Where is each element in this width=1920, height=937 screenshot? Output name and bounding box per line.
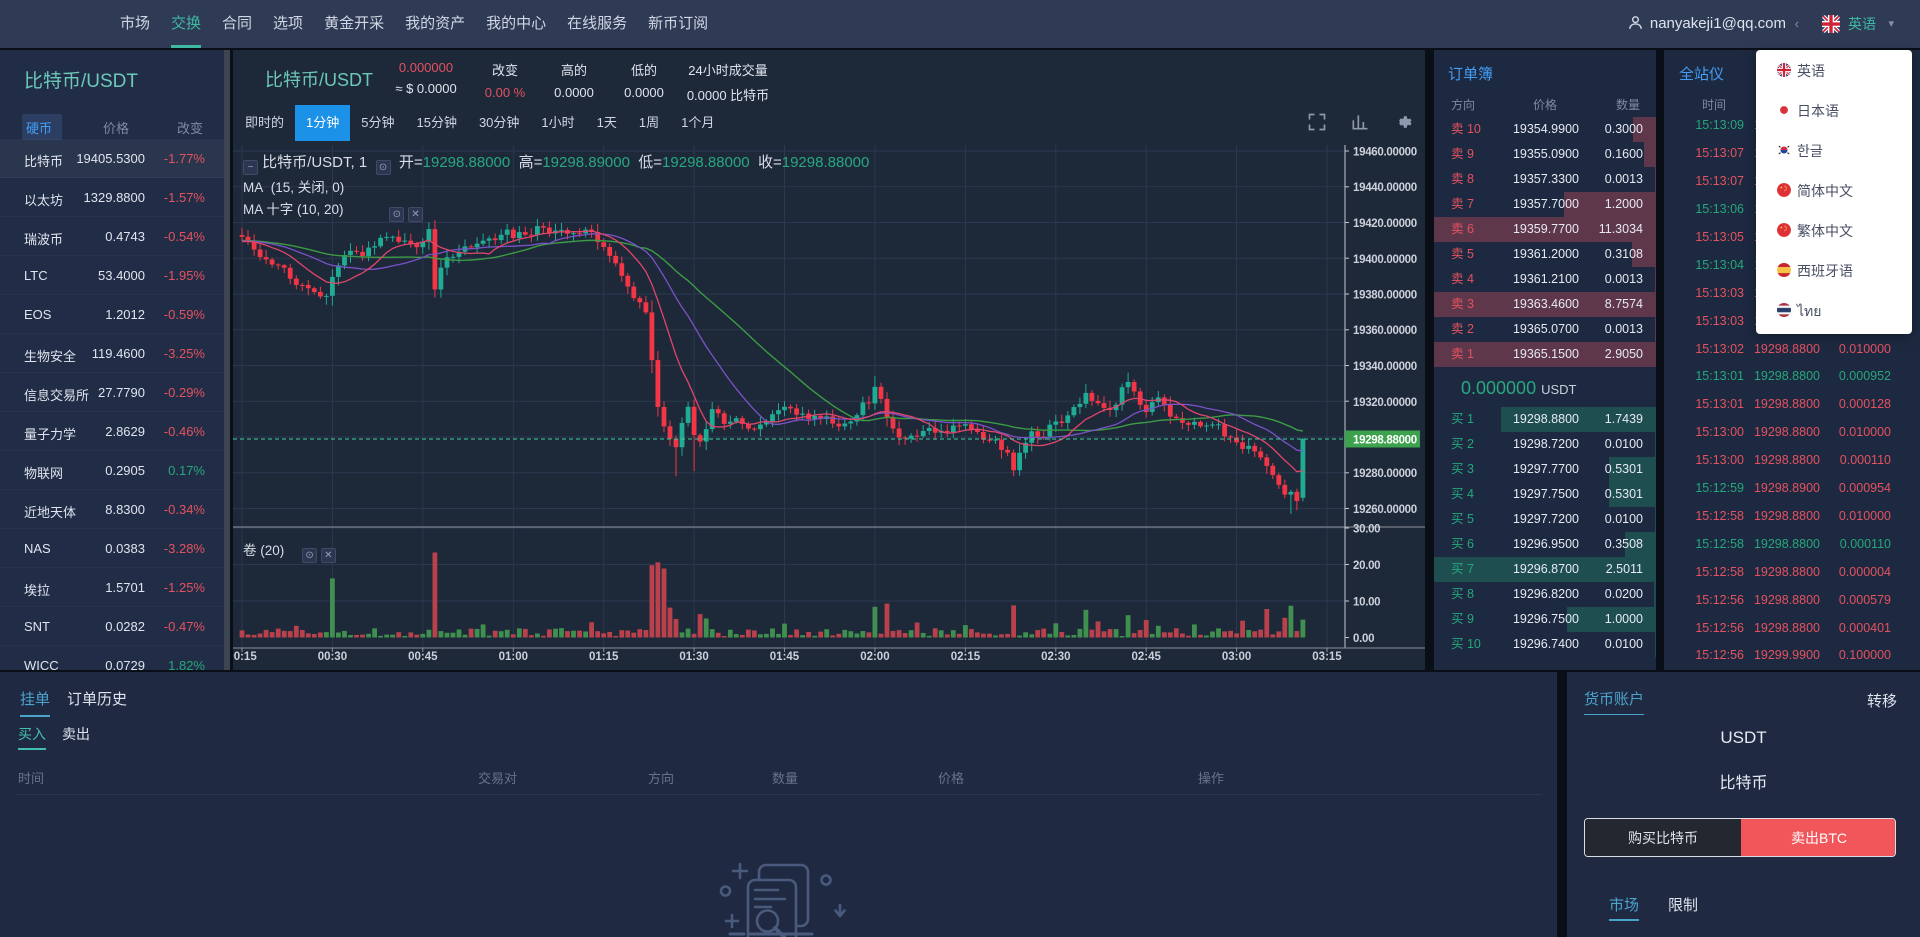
svg-text:10.00: 10.00: [1353, 597, 1380, 609]
svg-text:20.00: 20.00: [1353, 560, 1380, 572]
svg-text:19360.00000: 19360.00000: [1353, 325, 1417, 337]
svg-text:0.00: 0.00: [1353, 633, 1374, 645]
svg-text:01:30: 01:30: [679, 651, 708, 663]
svg-text:01:15: 01:15: [589, 651, 619, 663]
svg-text:03:00: 03:00: [1222, 651, 1251, 663]
svg-text:19298.88000: 19298.88000: [1353, 435, 1417, 447]
svg-text:19280.00000: 19280.00000: [1353, 468, 1417, 480]
svg-text:19460.00000: 19460.00000: [1353, 147, 1417, 159]
svg-text:02:00: 02:00: [860, 651, 889, 663]
svg-text:30.00: 30.00: [1353, 524, 1380, 536]
svg-text:01:45: 01:45: [770, 651, 800, 663]
svg-text:00:45: 00:45: [408, 651, 438, 663]
svg-text:19400.00000: 19400.00000: [1353, 254, 1417, 266]
svg-text:00:30: 00:30: [318, 651, 347, 663]
svg-text:19340.00000: 19340.00000: [1353, 361, 1417, 373]
svg-text:01:00: 01:00: [499, 651, 528, 663]
svg-text:19320.00000: 19320.00000: [1353, 397, 1417, 409]
svg-text:19260.00000: 19260.00000: [1353, 504, 1417, 516]
svg-text:02:45: 02:45: [1131, 651, 1161, 663]
svg-text:02:30: 02:30: [1041, 651, 1070, 663]
svg-text:19420.00000: 19420.00000: [1353, 218, 1417, 230]
svg-text:19380.00000: 19380.00000: [1353, 290, 1417, 302]
svg-text:19440.00000: 19440.00000: [1353, 182, 1417, 194]
svg-text:02:15: 02:15: [951, 651, 981, 663]
svg-text:03:15: 03:15: [1312, 651, 1342, 663]
svg-text:00:15: 00:15: [233, 651, 257, 663]
